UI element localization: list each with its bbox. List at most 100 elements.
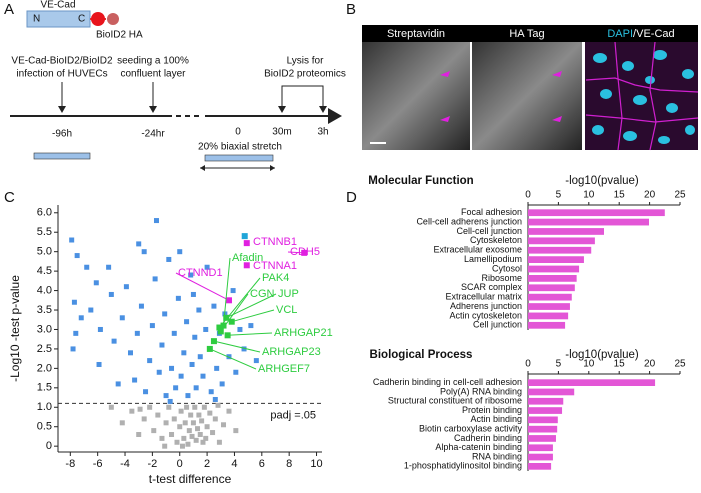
bar [528,312,569,320]
point [78,315,84,321]
point [119,420,125,426]
y-tick-label: 4.0 [37,284,52,296]
point [193,437,199,443]
point [226,408,232,414]
point [169,365,175,371]
point [155,412,161,418]
event: Lysis for [287,56,325,67]
event: BioID2 proteomics [264,69,346,80]
category-label: Extracellular exosome [433,245,522,255]
panel-label: C [4,189,15,206]
point [179,443,185,449]
category-label: Protein binding [462,405,522,415]
point [212,416,218,422]
bar [528,463,552,470]
y-tick-label: 0 [46,440,52,452]
x-tick-label: 10 [583,190,595,201]
point [96,361,102,367]
point [69,237,75,243]
point [230,288,236,294]
leader [175,272,230,301]
point [138,303,144,309]
point [151,428,157,434]
bar [528,444,553,452]
y-tick-label: 1.5 [37,382,52,394]
bar [528,321,566,329]
point [149,323,155,329]
point [196,412,202,418]
header-part: DAPI [607,28,633,40]
point [228,318,235,325]
bar [528,303,570,310]
x-tick-label: 20 [644,190,656,201]
bar [528,416,558,424]
category-label: Ribosome [481,273,522,283]
point [108,291,114,297]
image-header: HA Tag [509,28,544,40]
bar [528,379,656,386]
event: confluent layer [120,69,186,80]
monolayer [204,154,274,162]
category-label: Lamellipodium [464,254,522,264]
category-label: RNA binding [472,451,522,461]
bar [528,275,577,282]
point [108,404,114,410]
point [192,334,198,340]
point [212,396,218,402]
point-label: Afadin [232,252,263,264]
y-axis-label: -Log10 -test p-value [8,275,22,382]
point [190,420,196,426]
x-tick-label: -8 [65,458,75,470]
point [181,435,187,441]
category-label: Alpha-catenin binding [435,442,522,452]
image-header: DAPI/VE-Cad [607,28,674,40]
point-label: VCL [276,304,297,316]
point [73,330,79,336]
category-label: Adherens junction [450,301,522,311]
point [215,402,221,408]
point [184,404,190,410]
point [189,361,195,367]
point [178,408,184,414]
bracket [281,85,327,113]
point [193,385,199,391]
x-tick-label: 25 [674,359,686,370]
ha-tag [107,13,119,25]
point [166,404,172,410]
point [70,346,76,352]
bar [528,425,558,433]
y-tick-label: 2.5 [37,343,52,355]
point [223,314,230,321]
bar [528,284,575,292]
y-tick-label: 3.5 [37,304,52,316]
chart-title: Biological Process [370,349,473,361]
point [248,323,254,329]
point [71,299,77,305]
point [188,412,194,418]
point [166,256,172,262]
x-axis-label: t-test difference [149,472,232,486]
point [184,319,190,325]
stretch-label: 20% biaxial stretch [198,142,282,153]
leader [227,332,273,336]
bar [528,397,564,405]
category-label: Poly(A) RNA binding [440,386,522,396]
point-label: CGN [250,288,275,300]
point [132,377,138,383]
point [195,426,201,432]
point [233,428,239,434]
category-label: Cytoskeleton [470,235,522,245]
x-axis-label: -log10(pvalue) [565,349,639,361]
point [216,324,223,331]
point [84,264,90,270]
point-label: CTNND1 [178,267,223,279]
bar [528,407,563,414]
threshold-label: padj =.05 [270,409,316,421]
x-tick-label: -4 [120,458,130,470]
category-label: Cadherin binding [454,433,522,443]
category-label: Cell-cell adherens junction [416,216,522,226]
y-tick-label: 5.5 [37,226,52,238]
point-label: ARHGAP21 [274,327,333,339]
bar [528,388,575,396]
point [243,240,250,247]
